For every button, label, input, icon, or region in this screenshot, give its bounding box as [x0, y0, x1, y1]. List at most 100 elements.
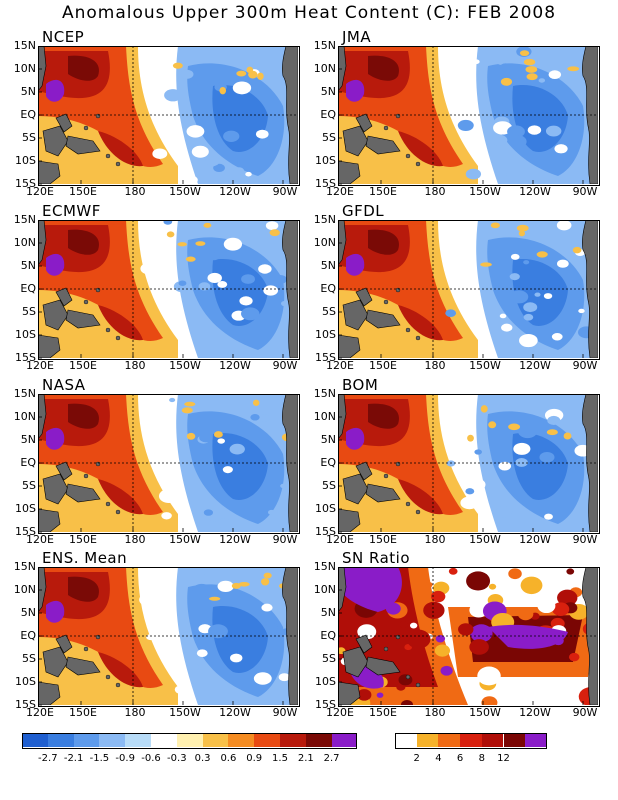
field-patch: [255, 129, 269, 139]
field-patch: [184, 401, 196, 407]
field-patch: [515, 458, 528, 467]
positive-anomaly-max: [68, 403, 99, 429]
field-patch: [465, 168, 482, 180]
snr-patch: [488, 583, 497, 590]
map-panel: SN Ratio 15N 10N 5N EQ 5S 10S 15S 120E 150E 180 150…: [314, 549, 600, 719]
field-patch: [544, 513, 553, 520]
field-patch: [181, 407, 193, 414]
lon-tick-label: 90W: [272, 706, 298, 719]
lon-tick-label: 150E: [369, 359, 397, 372]
field-patch: [219, 86, 227, 95]
field-patch: [509, 273, 520, 281]
snr-patch: [520, 576, 543, 595]
colorbar-swatch: [481, 733, 504, 747]
snr-patch: [399, 621, 408, 628]
lat-tick-label: 5S: [322, 131, 336, 144]
field-patch: [161, 512, 172, 520]
lat-tick-label: 5N: [320, 606, 336, 619]
lon-tick-label: 150E: [369, 533, 397, 546]
lat-tick-label: 15N: [13, 387, 36, 400]
lat-tick-label: 10S: [15, 154, 36, 167]
snr-patch: [466, 571, 491, 591]
lat-tick-label: EQ: [20, 282, 36, 295]
map-frame: [38, 567, 300, 707]
snr-patch: [456, 647, 472, 661]
field-patch: [166, 231, 175, 238]
lat-tick-label: 5N: [20, 433, 36, 446]
snr-patch: [566, 568, 575, 575]
positive-anomaly-max: [368, 229, 399, 255]
panel-title: GFDL: [342, 202, 385, 220]
snr-patch: [568, 652, 580, 662]
field-patch: [508, 423, 521, 431]
field-patch: [222, 466, 233, 474]
field-patch: [241, 274, 256, 284]
lon-tick-label: 150W: [169, 533, 201, 546]
field-patch: [207, 272, 222, 284]
lon-tick-label: 180: [424, 533, 446, 546]
colorbar-label: -0.6: [141, 753, 161, 764]
field-patch: [462, 88, 473, 96]
field-patch: [196, 649, 208, 658]
lon-tick-label: 150W: [469, 185, 501, 198]
lat-tick-label: 15S: [15, 525, 36, 538]
field-patch: [263, 285, 279, 296]
field-patch: [192, 583, 212, 598]
lat-tick-label: 10S: [315, 502, 336, 515]
panel-title: ECMWF: [42, 202, 101, 220]
lat-tick-label: EQ: [20, 108, 36, 121]
lat-tick-label: 10N: [13, 410, 36, 423]
neutral-band: [433, 46, 498, 184]
negative-anomaly-peak: [212, 606, 268, 673]
map-frame: [38, 46, 300, 186]
lat-tick-label: 15N: [13, 213, 36, 226]
colorbar-swatch: [331, 733, 358, 747]
panel-title: NASA: [42, 376, 86, 394]
colorbar-swatch: [47, 733, 74, 747]
colorbar-swatch: [99, 733, 126, 747]
lat-tick-label: 10S: [15, 328, 36, 341]
lat-tick-label: EQ: [320, 456, 336, 469]
snr-patch: [481, 696, 498, 705]
lon-tick-label: 180: [424, 706, 446, 719]
field-patch: [572, 246, 582, 254]
field-patch: [467, 478, 486, 491]
positive-anomaly-max: [68, 55, 99, 81]
field-patch: [263, 572, 272, 579]
lon-tick-label: 150E: [69, 185, 97, 198]
field-patch: [248, 70, 258, 79]
lon-tick-label: 90W: [272, 359, 298, 372]
map-plot: [338, 394, 598, 533]
map-frame: [338, 567, 600, 707]
southern-warm-tongue: [98, 305, 143, 341]
field-patch: [245, 171, 252, 177]
lon-tick-label: 120W: [519, 359, 551, 372]
field-patch: [519, 334, 538, 348]
lon-tick-label: 150E: [69, 533, 97, 546]
snr-patch: [508, 568, 522, 580]
field-patch: [508, 135, 527, 148]
field-patch: [163, 220, 173, 225]
map-frame: [338, 220, 600, 360]
field-patch: [567, 66, 580, 72]
lon-tick-label: 150E: [369, 706, 397, 719]
lat-tick-label: 10S: [15, 675, 36, 688]
field-patch: [258, 264, 272, 274]
field-patch: [445, 309, 457, 317]
lon-tick-label: 120E: [26, 359, 54, 372]
field-patch: [500, 77, 513, 86]
snr-patch: [477, 666, 501, 686]
field-patch: [465, 488, 475, 495]
field-patch: [480, 262, 492, 267]
field-patch: [513, 442, 531, 455]
field-patch: [239, 296, 253, 306]
field-patch: [139, 592, 159, 607]
map-frame: [38, 220, 300, 360]
field-patch: [264, 623, 278, 633]
field-patch: [223, 237, 243, 251]
colorbar-swatch: [305, 733, 332, 747]
lat-tick-label: 5N: [20, 85, 36, 98]
map-plot: [38, 220, 298, 359]
map-panel: ECMWF 15N 10N 5N EQ 5S 10S 15S 120E 150E 180 150W 12…: [14, 202, 300, 372]
lon-tick-label: 120W: [219, 185, 251, 198]
